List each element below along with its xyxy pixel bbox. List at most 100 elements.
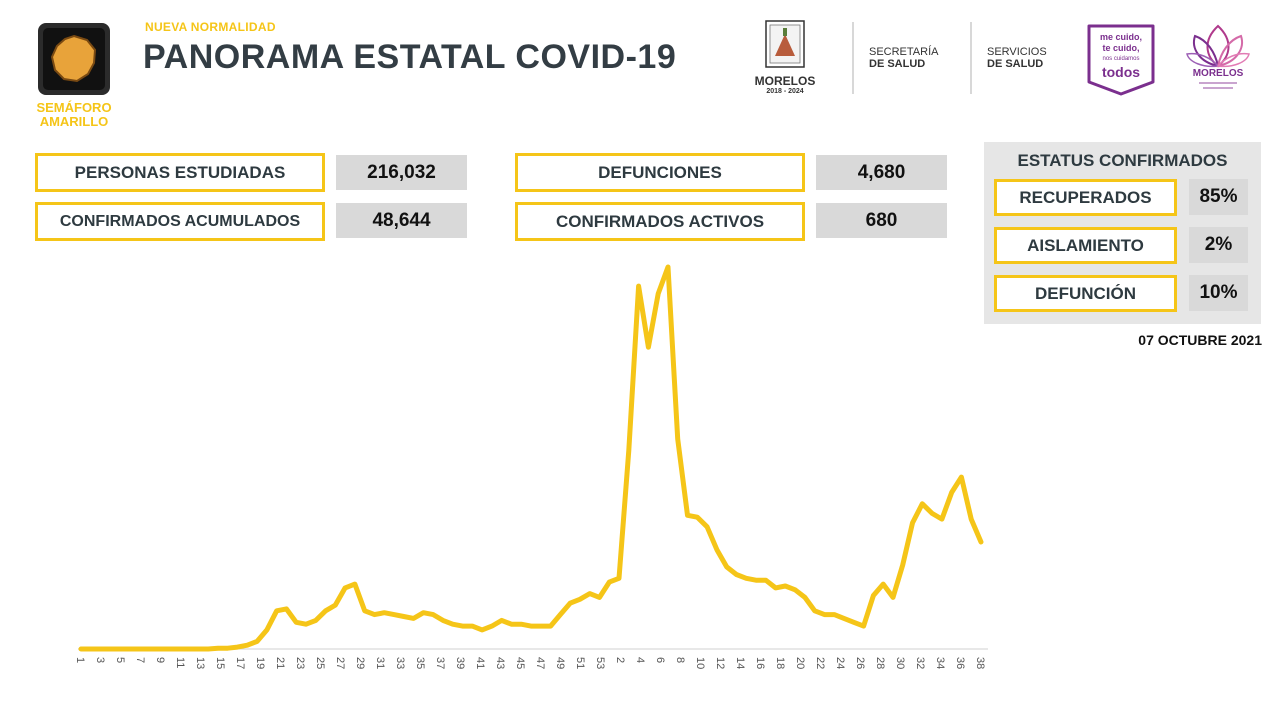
x-tick-label: 5 [114,657,126,663]
x-tick-label: 36 [954,657,966,669]
data-point [538,624,543,629]
x-tick-label: 18 [774,657,786,669]
x-tick-label: 8 [674,657,686,663]
semaforo-label-line2: AMARILLO [39,114,109,129]
x-tick-label: 41 [474,657,486,669]
data-point [431,612,436,617]
x-tick-label: 22 [814,657,826,669]
aislamiento-value: 2% [1189,227,1248,263]
x-tick-label: 31 [374,657,386,669]
data-point [79,647,83,651]
data-point [666,265,670,269]
series-line [78,264,984,652]
data-point [333,603,338,608]
data-point [822,612,827,617]
x-tick-label: 27 [334,657,346,669]
x-tick-label: 35 [414,657,426,669]
data-point [382,610,387,615]
recuperados-label: RECUPERADOS [994,179,1177,216]
data-point [734,572,739,577]
data-point [842,616,846,621]
x-tick-label: 37 [434,657,446,669]
campaign-line4: todos [1101,64,1141,80]
confirmados-acumulados-value: 48,644 [336,203,467,238]
data-point [626,448,631,453]
data-point [714,547,719,552]
data-point [108,647,113,651]
data-point [186,647,191,651]
data-point [656,291,661,296]
data-point [832,612,837,617]
x-tick-label: 1 [74,657,86,663]
data-point [773,585,778,590]
data-point [255,639,260,644]
data-point [812,608,817,613]
personas-estudiadas-value: 216,032 [336,155,467,190]
x-tick-label: 51 [574,657,586,669]
data-point [802,595,807,600]
data-point [196,647,201,651]
data-point [313,618,318,623]
personas-estudiadas-label: PERSONAS ESTUDIADAS [35,153,325,192]
confirmados-acumulados-label: CONFIRMADOS ACUMULADOS [35,202,325,241]
secretaria-line1: SECRETARÍA [869,46,939,58]
data-point [489,624,494,629]
data-point [264,627,269,632]
x-tick-label: 15 [214,657,226,669]
campaign-line3: nos cuidamos [1102,56,1140,62]
data-point [891,595,895,600]
confirmados-activos-value: 680 [816,203,947,238]
data-point [127,647,132,651]
x-tick-label: 49 [554,657,566,669]
x-tick-label: 39 [454,657,466,669]
data-point [597,595,602,600]
header-divider [852,22,854,94]
data-point [118,647,123,651]
confirmados-activos-label: CONFIRMADOS ACTIVOS [515,202,805,241]
x-tick-label: 53 [594,657,606,669]
data-point [88,647,93,651]
x-tick-label: 38 [974,657,986,669]
x-tick-label: 24 [834,657,846,669]
data-point [450,622,455,627]
secretaria-line2: DE SALUD [869,58,926,70]
x-tick-label: 17 [234,657,246,669]
data-point [235,645,240,650]
servicios-line2: DE SALUD [987,58,1044,70]
x-tick-label: 45 [514,657,526,669]
data-point [206,647,211,651]
semaforo-icon [38,23,110,95]
lotus-subtext [1199,82,1237,84]
x-tick-label: 10 [694,657,706,669]
data-point [763,578,768,583]
x-tick-label: 11 [174,657,186,668]
campaign-line1: me cuido, [1099,32,1142,42]
data-point [304,622,308,627]
data-point [793,587,798,592]
data-point [646,345,651,350]
data-point [744,576,749,581]
x-tick-label: 28 [874,657,886,669]
status-title: ESTATUS CONFIRMADOS [1017,151,1228,170]
defunciones-label: DEFUNCIONES [515,153,805,192]
x-tick-label: 7 [134,657,146,663]
data-point [401,614,406,619]
data-point [529,624,533,629]
data-point [783,584,788,588]
data-point [216,646,220,651]
data-point [284,606,289,611]
campaign-line2: te cuido, [1102,43,1140,53]
data-point [323,608,328,613]
x-tick-label: 2 [614,657,626,663]
data-point [969,517,974,522]
x-tick-label: 32 [914,657,926,669]
morelos-lotus-logo: MORELOS [1185,18,1251,98]
data-point [421,610,426,615]
data-point [900,563,905,567]
data-point [411,616,416,621]
aislamiento-label: AISLAMIENTO [994,227,1177,264]
data-point [499,618,504,623]
x-tick-label: 19 [254,657,266,669]
data-point [675,436,680,441]
data-point [137,647,142,651]
